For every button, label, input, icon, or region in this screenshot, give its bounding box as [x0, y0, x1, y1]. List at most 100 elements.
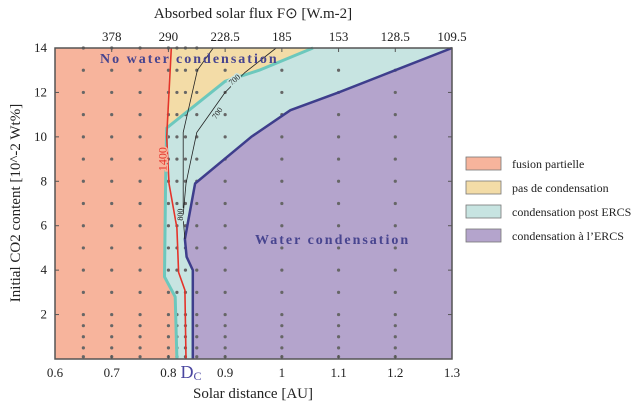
sample-point: [336, 157, 341, 161]
sample-point: [393, 346, 397, 350]
sample-point: [280, 90, 284, 95]
sample-point: [393, 246, 397, 250]
sample-point: [138, 335, 142, 339]
sample-point: [195, 335, 199, 339]
sample-point: [110, 90, 114, 95]
sample-point: [166, 335, 171, 339]
sample-point: [280, 201, 284, 206]
sample-point: [138, 290, 142, 294]
sample-point: [336, 224, 341, 228]
y-tick-label: 2: [41, 307, 48, 322]
top-tick-label: 109.5: [437, 29, 466, 44]
sample-point: [223, 335, 227, 339]
sample-point: [393, 312, 397, 317]
sample-point: [81, 113, 85, 117]
sample-point: [166, 324, 171, 328]
annotation-no-water: No water condensation: [100, 52, 279, 67]
sample-point: [175, 179, 179, 183]
sample-point: [138, 68, 142, 72]
sample-point: [223, 68, 227, 72]
legend-swatch: [465, 156, 502, 171]
sample-point: [166, 290, 171, 294]
y-tick-label: 10: [34, 129, 47, 144]
sample-point: [138, 355, 142, 359]
legend-swatch: [465, 228, 502, 243]
sample-point: [175, 201, 179, 206]
sample-point: [110, 290, 114, 294]
sample-point: [223, 224, 227, 228]
sample-point: [175, 157, 179, 161]
sample-point: [110, 324, 114, 328]
sample-point: [81, 201, 85, 206]
sample-point: [280, 68, 284, 72]
cyan-boundary: [163, 46, 314, 360]
y-axis-label: Initial CO2 content [10^-2 Wt%]: [8, 104, 24, 302]
sample-point: [280, 246, 284, 250]
sample-point: [223, 324, 227, 328]
contour-label-1400: 1400: [156, 147, 170, 171]
sample-point: [166, 246, 171, 250]
sample-point: [110, 68, 114, 72]
sample-point: [138, 135, 142, 139]
sample-point: [138, 268, 142, 272]
sample-point: [183, 268, 188, 272]
sample-point: [280, 179, 284, 183]
dc-label: DC: [180, 362, 201, 383]
sample-point: [138, 90, 142, 95]
sample-point: [110, 246, 114, 250]
sample-point: [138, 201, 142, 206]
x-tick-label: 0.7: [104, 365, 121, 380]
sample-point: [110, 113, 114, 117]
sample-point: [81, 246, 85, 250]
sample-point: [223, 201, 227, 206]
sample-point: [175, 68, 179, 72]
sample-point: [138, 346, 142, 350]
sample-point: [110, 268, 114, 272]
sample-point: [223, 246, 227, 250]
sample-point: [336, 346, 341, 350]
sample-point: [110, 335, 114, 339]
top-tick-label: 228.5: [211, 29, 240, 44]
sample-point: [81, 268, 85, 272]
sample-point: [110, 135, 114, 139]
x-tick-label: 1: [279, 365, 286, 380]
sample-point: [336, 335, 341, 339]
x-tick-label: 1.2: [387, 365, 403, 380]
sample-point: [195, 324, 199, 328]
y-tick-label: 6: [41, 218, 48, 233]
sample-point: [81, 68, 85, 72]
ercs-boundary: [183, 46, 453, 359]
sample-point: [138, 246, 142, 250]
sample-point: [223, 268, 227, 272]
sample-point: [183, 68, 188, 72]
sample-point: [336, 201, 341, 206]
sample-point: [393, 201, 397, 206]
sample-point: [336, 68, 341, 72]
sample-point: [195, 90, 199, 95]
sample-point: [280, 224, 284, 228]
sample-point: [183, 135, 188, 139]
sample-point: [195, 346, 199, 350]
contour-700: [182, 47, 277, 215]
dc-text: DC: [180, 362, 201, 383]
sample-point: [175, 135, 179, 139]
sample-point: [175, 290, 179, 294]
sample-point: [336, 246, 341, 250]
region-fusion-partielle: [55, 48, 177, 359]
sample-point: [81, 224, 85, 228]
sample-point: [138, 157, 142, 161]
sample-point: [166, 268, 171, 272]
y-tick-label: 8: [41, 173, 48, 188]
top-tick-label: 378: [102, 29, 122, 44]
top-tick-label: 128.5: [381, 29, 410, 44]
x-tick-label: 1.3: [444, 365, 460, 380]
sample-point: [393, 224, 397, 228]
sample-point: [393, 157, 397, 161]
sample-point: [175, 113, 179, 117]
top-tick-label: 185: [272, 29, 292, 44]
sample-point: [110, 312, 114, 317]
sample-point: [110, 224, 114, 228]
sample-point: [280, 135, 284, 139]
sample-point: [138, 312, 142, 317]
contour-800: [182, 47, 214, 240]
